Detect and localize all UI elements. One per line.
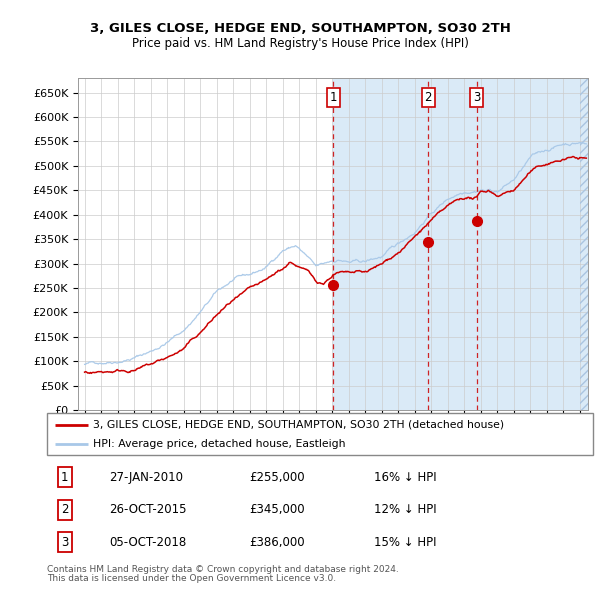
Text: 3: 3 — [61, 536, 68, 549]
Text: £345,000: £345,000 — [249, 503, 304, 516]
Text: This data is licensed under the Open Government Licence v3.0.: This data is licensed under the Open Gov… — [47, 574, 336, 583]
Text: 27-JAN-2010: 27-JAN-2010 — [110, 471, 184, 484]
Text: 3, GILES CLOSE, HEDGE END, SOUTHAMPTON, SO30 2TH: 3, GILES CLOSE, HEDGE END, SOUTHAMPTON, … — [89, 22, 511, 35]
Bar — [580, 78, 588, 410]
Text: 15% ↓ HPI: 15% ↓ HPI — [374, 536, 437, 549]
Text: £255,000: £255,000 — [249, 471, 304, 484]
Text: 05-OCT-2018: 05-OCT-2018 — [110, 536, 187, 549]
Text: 26-OCT-2015: 26-OCT-2015 — [110, 503, 187, 516]
Text: 3: 3 — [473, 91, 481, 104]
Text: Contains HM Land Registry data © Crown copyright and database right 2024.: Contains HM Land Registry data © Crown c… — [47, 565, 398, 573]
Text: 3, GILES CLOSE, HEDGE END, SOUTHAMPTON, SO30 2TH (detached house): 3, GILES CLOSE, HEDGE END, SOUTHAMPTON, … — [93, 420, 505, 430]
Text: £386,000: £386,000 — [249, 536, 304, 549]
Text: 16% ↓ HPI: 16% ↓ HPI — [374, 471, 437, 484]
Bar — [334, 78, 588, 410]
Text: 12% ↓ HPI: 12% ↓ HPI — [374, 503, 437, 516]
Text: 1: 1 — [61, 471, 68, 484]
Bar — [580, 78, 588, 410]
Text: Price paid vs. HM Land Registry's House Price Index (HPI): Price paid vs. HM Land Registry's House … — [131, 37, 469, 50]
Text: HPI: Average price, detached house, Eastleigh: HPI: Average price, detached house, East… — [93, 440, 346, 450]
Text: 2: 2 — [61, 503, 68, 516]
Text: 2: 2 — [424, 91, 432, 104]
Text: 1: 1 — [329, 91, 337, 104]
